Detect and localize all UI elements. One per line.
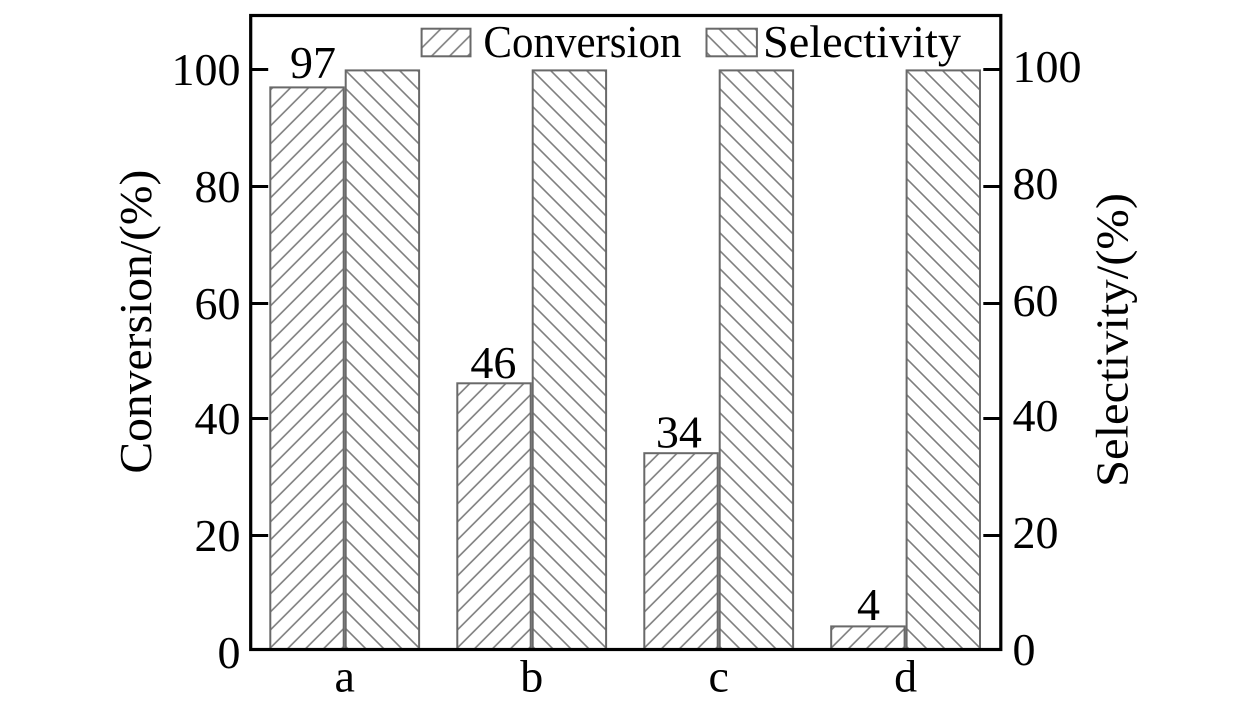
svg-text:46: 46	[470, 337, 516, 388]
svg-text:60: 60	[1013, 275, 1059, 326]
svg-text:0: 0	[218, 627, 241, 678]
svg-text:40: 40	[1013, 390, 1059, 441]
svg-text:80: 80	[195, 161, 241, 212]
svg-text:c: c	[708, 651, 728, 702]
svg-text:Conversion/(%): Conversion/(%)	[110, 170, 161, 474]
svg-text:0: 0	[1013, 624, 1036, 675]
svg-text:20: 20	[1013, 507, 1059, 558]
svg-text:60: 60	[195, 278, 241, 329]
svg-text:97: 97	[290, 37, 336, 88]
svg-text:d: d	[894, 651, 917, 702]
svg-text:80: 80	[1013, 158, 1059, 209]
svg-text:40: 40	[195, 393, 241, 444]
svg-text:Selectivity/(%): Selectivity/(%)	[1087, 193, 1138, 487]
svg-text:20: 20	[195, 510, 241, 561]
svg-text:b: b	[520, 651, 543, 702]
svg-text:34: 34	[656, 406, 702, 457]
svg-text:Conversion: Conversion	[483, 16, 681, 67]
svg-text:a: a	[334, 651, 354, 702]
svg-text:4: 4	[857, 579, 880, 630]
svg-text:100: 100	[172, 44, 241, 95]
svg-text:100: 100	[1013, 41, 1082, 92]
svg-text:Selectivity: Selectivity	[763, 16, 961, 67]
